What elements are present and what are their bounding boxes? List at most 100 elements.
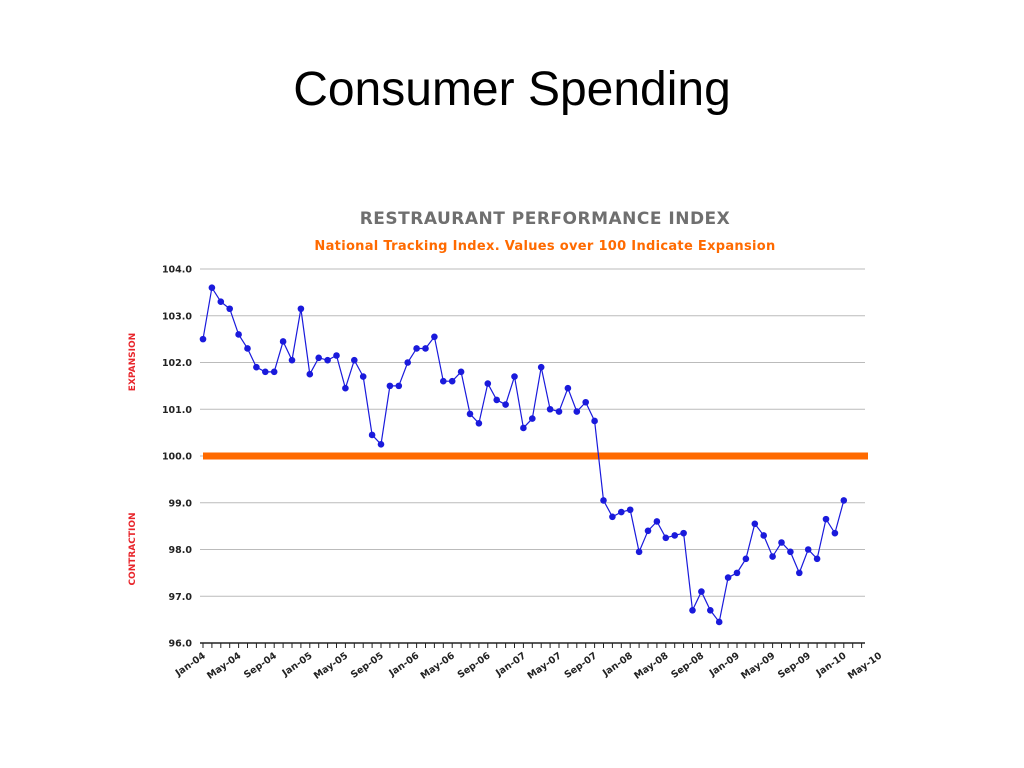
data-point [653, 518, 661, 525]
data-point [733, 569, 741, 577]
data-point [787, 548, 794, 556]
x-tick-label: Jan-05 [280, 650, 315, 679]
data-point [315, 354, 323, 362]
data-point [493, 396, 501, 404]
chart-subtitle: National Tracking Index. Values over 100… [314, 239, 775, 254]
data-point [555, 408, 563, 415]
y-tick-label: 98.0 [169, 545, 193, 556]
data-point [671, 532, 678, 539]
x-tick-label: Sep-04 [242, 650, 279, 681]
y-tick-label: 104.0 [162, 265, 192, 276]
x-tick-label: Jan-09 [707, 650, 742, 679]
data-point [235, 331, 242, 338]
data-point [475, 419, 483, 427]
x-tick-label: May-06 [419, 650, 458, 682]
x-tick-label: Jan-08 [600, 650, 635, 679]
slide-title: Consumer Spending [293, 63, 731, 116]
data-point [751, 520, 759, 528]
data-point [822, 515, 830, 523]
data-point [359, 373, 367, 380]
axis-layer: 96.0 97.0 98.0 99.0 100.0 101.0 102.0 103.0 104.… [162, 265, 884, 682]
x-tick-label: May-08 [632, 650, 671, 682]
data-point [431, 333, 438, 341]
data-point [351, 356, 358, 364]
data-point [288, 356, 296, 364]
x-tick-label: Jan-10 [814, 650, 849, 679]
x-tick-label: Sep-07 [562, 650, 599, 680]
y-tick-label: 99.0 [169, 498, 193, 509]
data-point [813, 555, 821, 563]
x-tick-label: May-05 [312, 650, 350, 681]
x-tick-label: Sep-08 [669, 650, 706, 681]
data-point [520, 424, 527, 432]
data-point [342, 384, 349, 392]
grid-layer [200, 268, 865, 644]
data-point [217, 298, 225, 306]
zone-label-contraction: CONTRACTION [128, 512, 138, 585]
data-point [448, 377, 456, 385]
data-point [466, 410, 474, 418]
data-point [698, 588, 705, 595]
data-point [582, 398, 589, 406]
data-point [804, 546, 812, 553]
y-tick-label: 96.0 [169, 639, 193, 650]
data-point [377, 441, 385, 448]
data-point [537, 363, 545, 371]
x-tick-label: Jan-04 [173, 650, 208, 679]
data-point [680, 529, 687, 537]
data-point [297, 305, 305, 313]
data-point [760, 532, 767, 539]
y-tick-label: 97.0 [169, 592, 193, 603]
data-point [386, 382, 394, 390]
x-tick-label: Jan-06 [386, 650, 421, 679]
x-tick-label: Jan-07 [493, 650, 528, 679]
data-point [609, 513, 616, 521]
data-point [502, 401, 509, 408]
data-point [368, 431, 376, 439]
data-point [635, 548, 643, 556]
data-point [270, 368, 278, 376]
data-point [546, 405, 554, 413]
data-point [279, 338, 287, 345]
zone-label-expansion: EXPANSION [128, 333, 138, 391]
x-tick-label: May-04 [205, 650, 244, 682]
data-point [333, 352, 340, 359]
data-point [618, 508, 625, 516]
data-point [831, 529, 839, 537]
data-point [600, 497, 607, 504]
data-point [591, 417, 598, 425]
data-point [422, 345, 429, 352]
y-tick-label: 100.0 [162, 452, 192, 463]
data-point [413, 345, 420, 352]
data-point [707, 606, 714, 614]
data-point [226, 305, 233, 313]
data-point [769, 553, 776, 560]
data-point [724, 574, 732, 581]
data-point [457, 368, 465, 376]
data-point [662, 534, 670, 542]
x-tick-label: Sep-05 [349, 650, 386, 680]
data-point [626, 506, 634, 514]
data-point [199, 335, 207, 343]
data-point [306, 370, 314, 378]
data-point [395, 382, 403, 390]
data-point [244, 345, 251, 352]
data-point [573, 408, 581, 415]
data-point [404, 359, 412, 366]
data-point [778, 539, 785, 546]
data-point [511, 373, 518, 380]
data-point [484, 380, 492, 387]
data-point [742, 555, 750, 563]
chart-title: RESTRAURANT PERFORMANCE INDEX [360, 209, 731, 229]
data-point [689, 606, 696, 614]
data-point [796, 569, 803, 577]
data-point [324, 356, 331, 364]
data-point [440, 377, 447, 385]
y-tick-label: 102.0 [162, 358, 192, 369]
data-point [262, 368, 269, 376]
y-tick-label: 103.0 [162, 311, 192, 322]
x-tick-label: May-10 [846, 650, 885, 682]
data-point [644, 527, 652, 535]
x-tick-label: May-09 [739, 650, 777, 681]
